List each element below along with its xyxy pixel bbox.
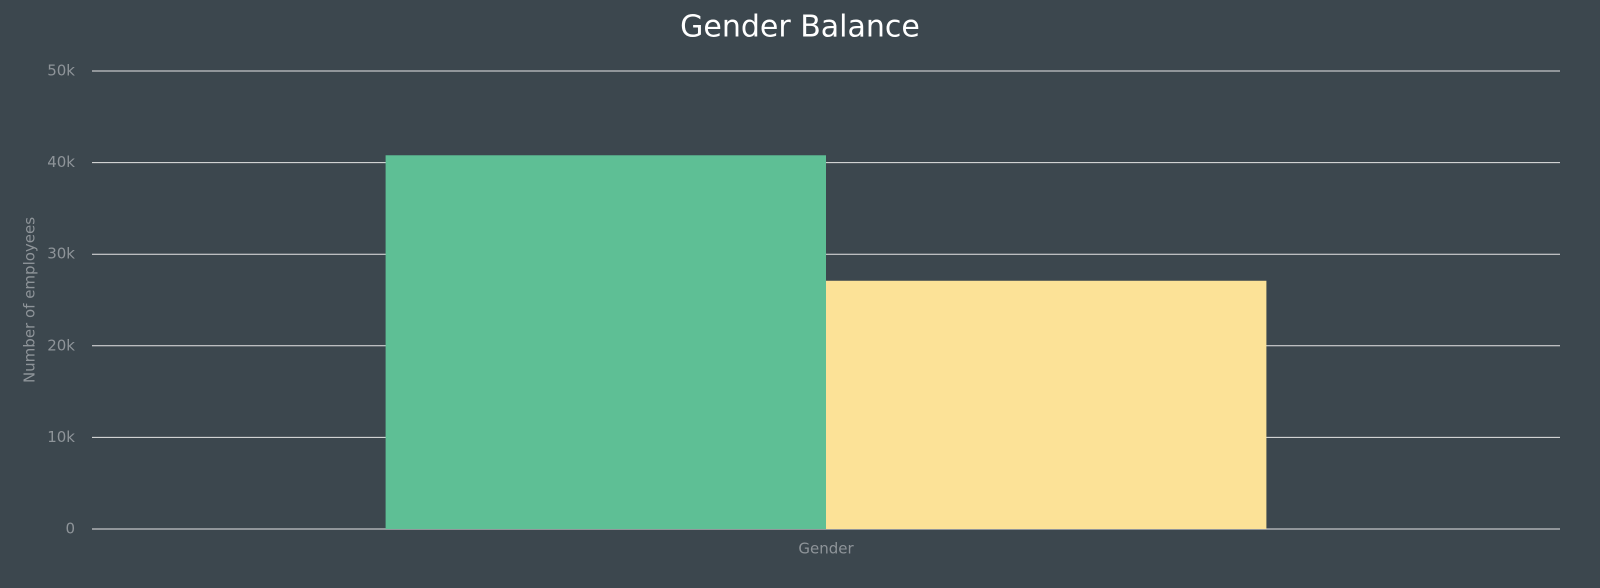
y-tick-label: 10k	[47, 428, 75, 446]
y-tick-label: 0	[65, 520, 75, 538]
bar	[385, 155, 826, 529]
y-tick-label: 40k	[47, 153, 75, 171]
bar	[826, 280, 1267, 529]
y-axis-title: Number of employees	[21, 217, 39, 383]
y-tick-label: 50k	[47, 62, 75, 80]
chart-title: Gender Balance	[680, 10, 920, 45]
x-tick-label: Gender	[798, 540, 854, 558]
y-tick-label: 20k	[47, 336, 75, 354]
y-tick-label: 30k	[47, 245, 75, 263]
